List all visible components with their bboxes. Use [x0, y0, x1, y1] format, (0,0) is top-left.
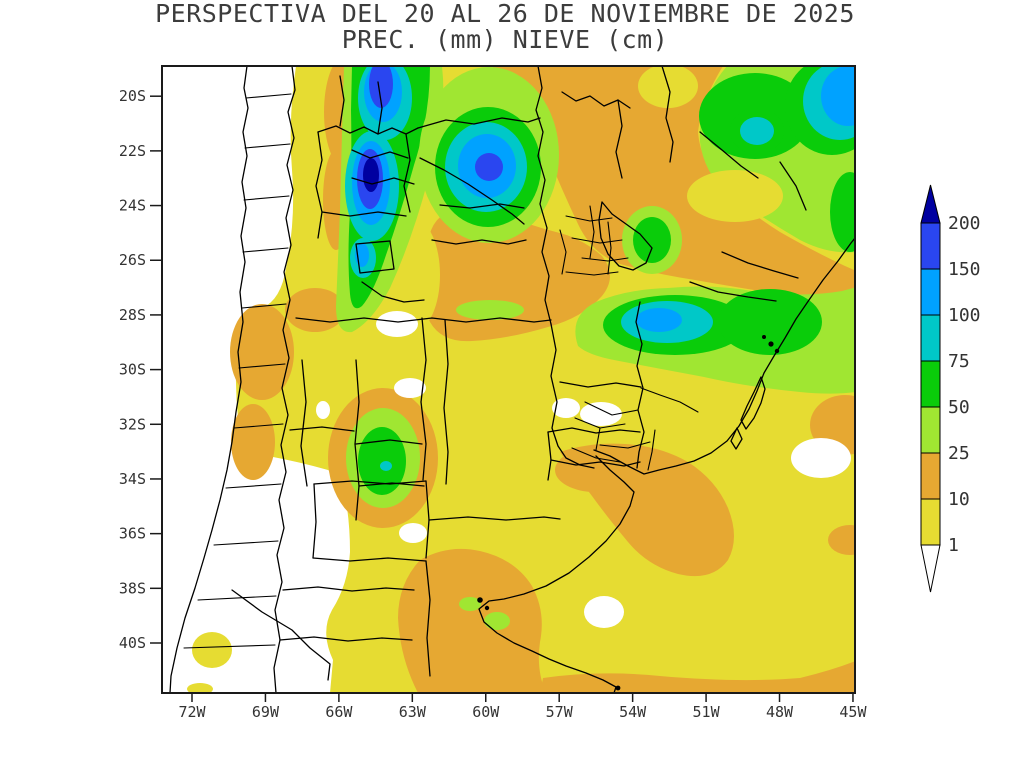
fill-yellow-island1 — [192, 632, 232, 668]
legend-arrow-top — [921, 185, 940, 223]
lon-tick-label: 60W — [472, 703, 500, 721]
fill-white-pocket4 — [399, 523, 427, 543]
legend-label: 25 — [948, 443, 970, 464]
fill-sky-28s-core — [636, 308, 682, 332]
lon-tick-label: 72W — [178, 703, 206, 721]
lat-tick-label: 22S — [119, 142, 146, 160]
fill-white-pocket5 — [584, 596, 624, 628]
lat-tick-label: 24S — [119, 197, 146, 215]
lat-tick-label: 28S — [119, 306, 146, 324]
lat-tick-label: 38S — [119, 579, 146, 597]
lat-tick-label: 36S — [119, 525, 146, 543]
longitude-axis: 72W 69W 66W 63W 60W 57W 54W 51W 48W 45W — [178, 694, 867, 721]
lon-tick-label: 63W — [399, 703, 427, 721]
legend-label: 75 — [948, 351, 970, 372]
fill-white-pocket8 — [791, 438, 851, 478]
lat-tick-label: 26S — [119, 251, 146, 269]
legend-label: 50 — [948, 397, 970, 418]
lat-tick-label: 34S — [119, 470, 146, 488]
lon-tick-label: 54W — [619, 703, 647, 721]
fill-orange-sanjuan — [230, 304, 294, 400]
fill-ygreen-strip-30s — [456, 300, 524, 320]
legend-label: 150 — [948, 259, 981, 280]
legend-segment-green — [921, 361, 940, 407]
legend-segment-orange — [921, 453, 940, 499]
precipitation-map-canvas: PERSPECTIVA DEL 20 AL 26 DE NOVIEMBRE DE… — [0, 0, 1011, 759]
map-title: PERSPECTIVA DEL 20 AL 26 DE NOVIEMBRE DE… — [155, 0, 855, 28]
lat-tick-label: 32S — [119, 415, 146, 433]
lon-tick-label: 51W — [693, 703, 721, 721]
fill-cyan-oval — [740, 117, 774, 145]
lat-tick-label: 20S — [119, 87, 146, 105]
legend-label: 200 — [948, 213, 981, 234]
fill-cyan-cordoba-dot — [380, 461, 392, 471]
legend-segment-yellowgreen — [921, 407, 940, 453]
lon-tick-label: 48W — [766, 703, 794, 721]
fill-navy-nw-core — [363, 158, 379, 192]
fill-white-pocket3 — [316, 401, 330, 419]
fill-green-misiones — [633, 217, 671, 263]
fill-green-coast — [830, 172, 870, 252]
fill-sky-corner — [821, 66, 875, 126]
weather-map-page: PERSPECTIVA DEL 20 AL 26 DE NOVIEMBRE DE… — [0, 0, 1011, 759]
fill-orange-mendoza — [231, 404, 275, 480]
legend-arrow-bottom — [921, 545, 940, 592]
legend-label: 100 — [948, 305, 981, 326]
legend-label: 10 — [948, 489, 970, 510]
legend-segment-skyblue — [921, 269, 940, 315]
legend-segment-yellow — [921, 499, 940, 545]
fill-orange-right-small — [828, 525, 872, 555]
fill-orange-larioja — [285, 288, 345, 332]
lat-tick-label: 30S — [119, 361, 146, 379]
legend-segment-cyan — [921, 315, 940, 361]
fill-blue-paraguay-core — [475, 153, 503, 181]
fill-ygreen-speck2 — [484, 612, 510, 630]
latitude-axis: 20S 22S 24S 26S 28S 30S 32S 34S 36S 38S 40S — [119, 87, 161, 652]
map-fill-layer — [162, 56, 880, 695]
legend-segment-blue — [921, 223, 940, 269]
color-scale-legend: 200 150 100 75 50 25 10 1 — [921, 185, 981, 592]
lat-tick-label: 40S — [119, 634, 146, 652]
lon-tick-label: 57W — [546, 703, 574, 721]
lon-tick-label: 45W — [839, 703, 867, 721]
lon-tick-label: 69W — [252, 703, 280, 721]
lon-tick-label: 66W — [325, 703, 353, 721]
legend-label: 1 — [948, 535, 959, 556]
fill-white-pocket1 — [376, 311, 418, 337]
fill-orange-uruguay2 — [555, 448, 635, 492]
map-subtitle: PREC. (mm) NIEVE (cm) — [342, 25, 669, 54]
fill-yellow-pocket-mid — [687, 170, 783, 222]
